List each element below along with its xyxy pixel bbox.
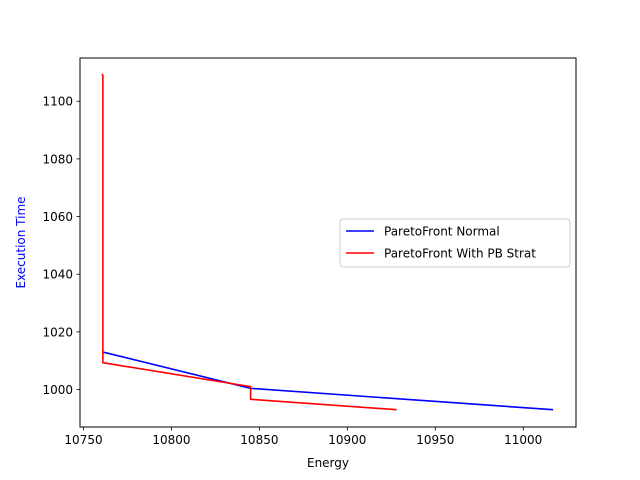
y-tick-label: 1060 xyxy=(42,210,73,224)
y-tick-label: 1080 xyxy=(42,152,73,166)
legend-label-normal: ParetoFront Normal xyxy=(384,225,500,239)
x-tick-label: 11000 xyxy=(504,433,542,447)
legend-box xyxy=(339,218,571,268)
y-tick-label: 1020 xyxy=(42,325,73,339)
legend: ParetoFront Normal ParetoFront With PB S… xyxy=(339,218,571,268)
y-tick-label: 1100 xyxy=(42,95,73,109)
x-tick-label: 10800 xyxy=(152,433,190,447)
x-axis: 10750 10800 10850 10900 10950 11000 xyxy=(64,427,542,447)
plot-frame xyxy=(79,57,577,428)
x-tick-label: 10750 xyxy=(64,433,102,447)
x-tick-label: 10950 xyxy=(416,433,454,447)
legend-label-pb-strat: ParetoFront With PB Strat xyxy=(384,247,536,261)
y-axis-title: Execution Time xyxy=(14,196,28,288)
series-line-1 xyxy=(101,73,397,411)
x-axis-title: Energy xyxy=(307,456,349,470)
y-tick-label: 1040 xyxy=(42,268,73,282)
x-tick-label: 10850 xyxy=(240,433,278,447)
series-layer xyxy=(101,73,554,411)
y-axis: 1000 1020 1040 1060 1080 1100 xyxy=(42,95,80,397)
x-tick-label: 10900 xyxy=(328,433,366,447)
y-tick-label: 1000 xyxy=(42,383,73,397)
